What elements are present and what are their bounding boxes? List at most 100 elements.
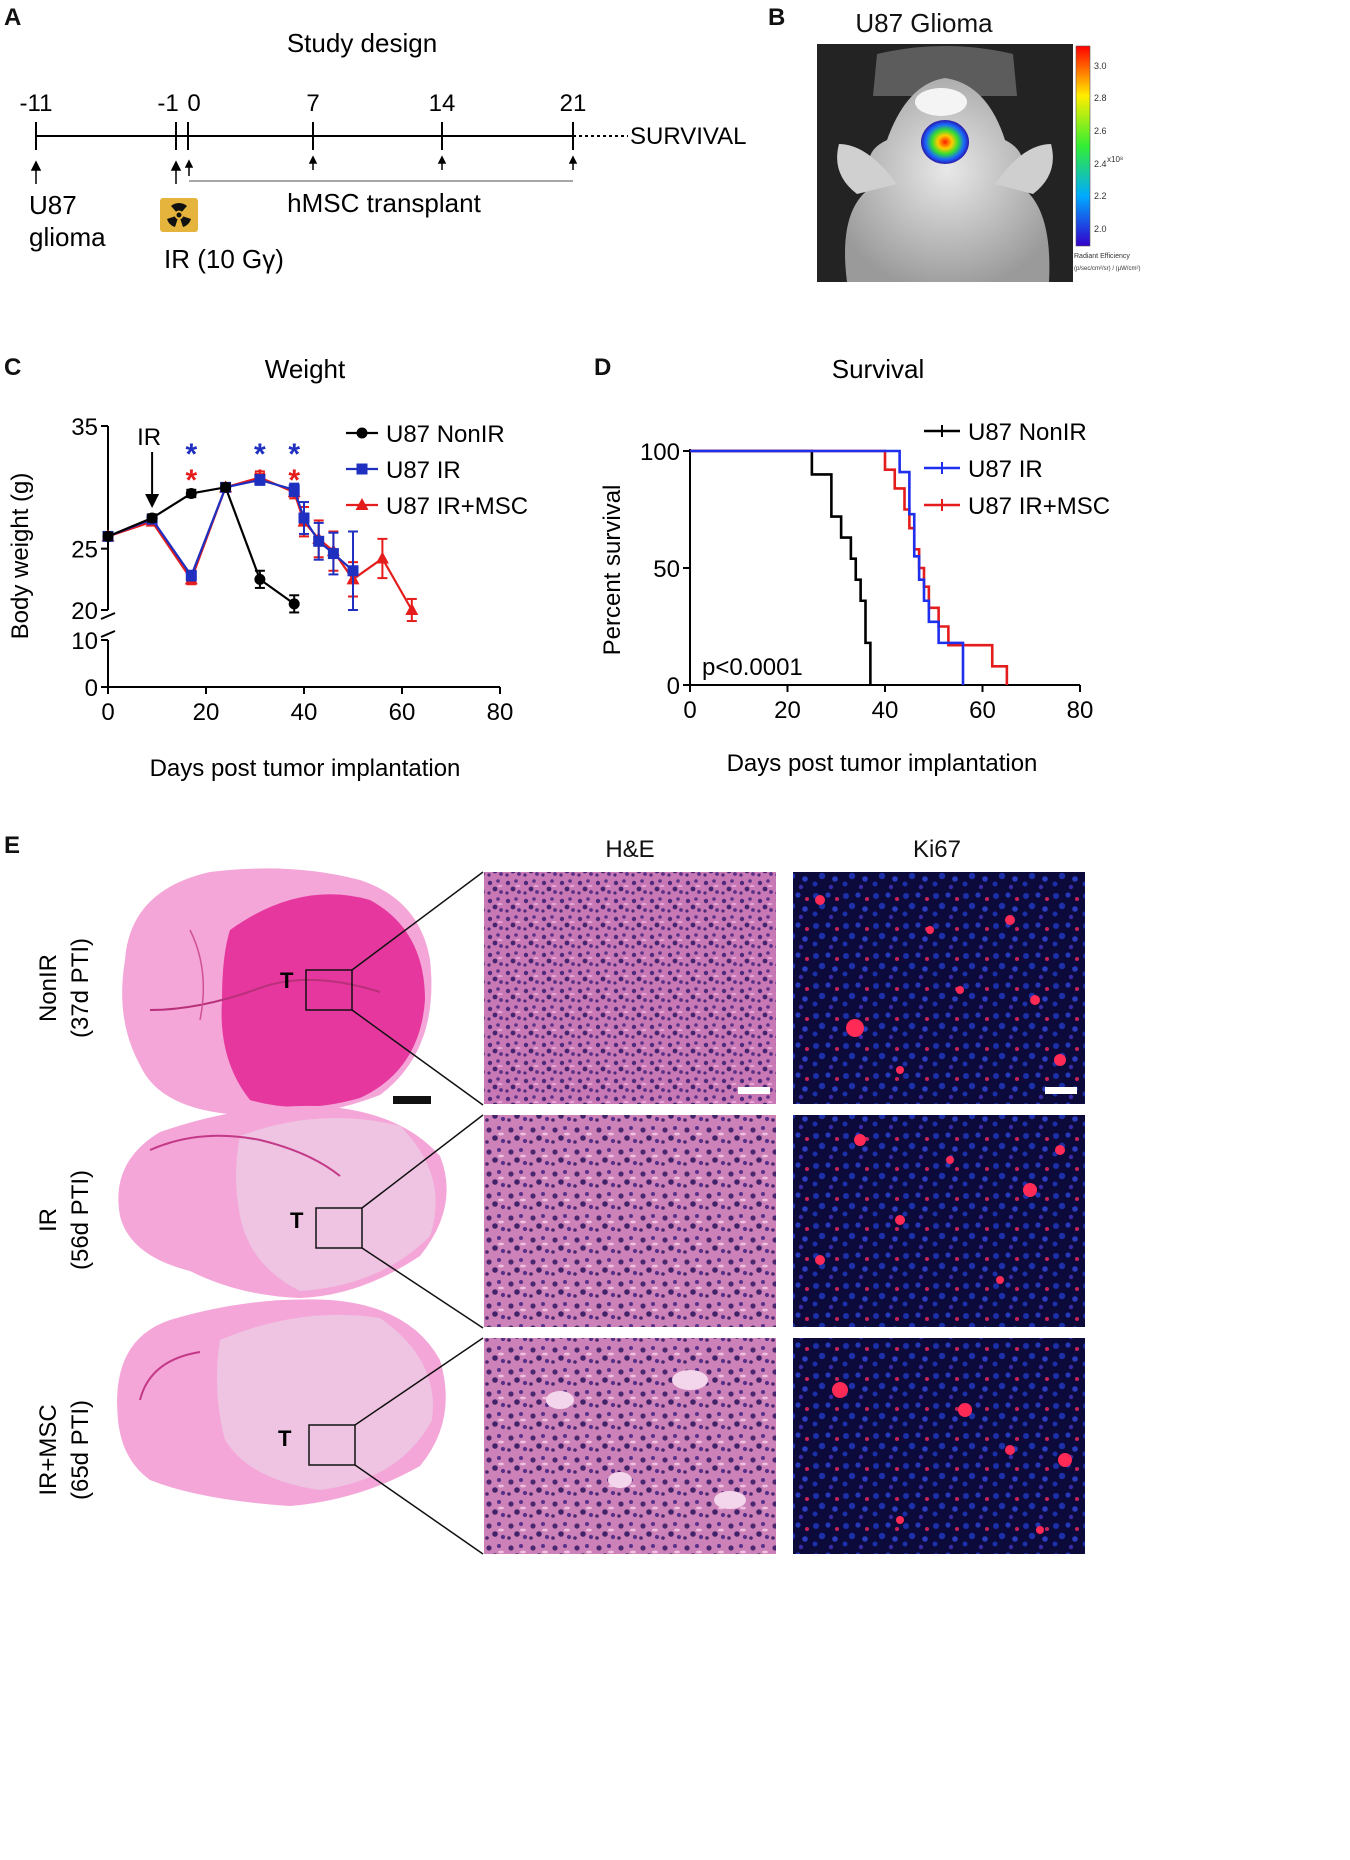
data-point [146, 512, 158, 524]
significance-star: * [254, 438, 266, 471]
legend-entry: U87 IR+MSC [968, 493, 1110, 520]
scale-bar [393, 1096, 431, 1104]
zoom-line [354, 1337, 484, 1426]
colorbar-label-line1: Radiant Efficiency [1074, 253, 1130, 260]
survival-label: SURVIVAL [630, 123, 747, 150]
weight-x-axis-label: Days post tumor implantation [150, 755, 461, 782]
zoom-box [315, 1207, 363, 1249]
weight-chart-title: Weight [265, 354, 346, 384]
colorbar-tick: 2.2 [1094, 191, 1107, 201]
brain-section-ir [118, 1105, 447, 1298]
x-tick-label: 0 [101, 699, 114, 726]
glioma-label-line1: U87 [29, 190, 77, 220]
scale-bar [1045, 1087, 1077, 1094]
x-tick-label: 40 [291, 699, 318, 726]
data-point [405, 603, 419, 615]
ki67-positive-nuclei [832, 1382, 1072, 1534]
study-design-title: Study design [287, 28, 437, 58]
row-label-line1: NonIR [35, 954, 62, 1022]
panel-letter-e: E [4, 832, 21, 859]
zoom-line [351, 871, 484, 971]
x-tick-label: 20 [193, 699, 220, 726]
p-value-annotation: p<0.0001 [702, 654, 803, 681]
imaging-title: U87 Glioma [855, 8, 993, 38]
x-tick-label: 60 [389, 699, 416, 726]
colorbar-label-line2: (p/sec/cm²/sr) / (µW/cm²) [1074, 266, 1140, 272]
y-tick-label: 100 [640, 439, 680, 466]
ki67-image-nonir [793, 872, 1085, 1104]
data-point [254, 474, 266, 486]
data-point [355, 498, 369, 510]
row-label-line2: (56d PTI) [67, 1170, 94, 1270]
axis-break-mark [100, 630, 116, 638]
y-tick-label: 0 [85, 675, 98, 702]
legend-entry: U87 NonIR [386, 421, 505, 448]
y-tick-label: 35 [71, 414, 98, 441]
data-point [288, 484, 300, 496]
tumor-label: T [290, 1208, 304, 1233]
colorbar-exponent: x10⁸ [1107, 155, 1123, 164]
he-image-ir [484, 1115, 776, 1327]
panel-letter-c: C [4, 354, 22, 381]
x-tick-label: 20 [774, 697, 801, 724]
day-label: -11 [20, 90, 53, 117]
zoom-box [305, 969, 353, 1011]
y-tick-label: 10 [71, 628, 98, 655]
row-label-line1: IR+MSC [35, 1404, 62, 1495]
he-image-ir-msc [484, 1338, 776, 1554]
ivis-mouse-image [817, 44, 1073, 282]
data-point [288, 598, 300, 610]
y-tick-label: 20 [71, 598, 98, 625]
significance-star: * [185, 464, 197, 497]
weight-y-axis-label: Body weight (g) [7, 473, 34, 640]
ir-arrow-head [145, 494, 160, 508]
data-point [327, 548, 339, 560]
radiation-hazard-icon [160, 198, 198, 232]
panel-letter-a: A [4, 4, 22, 31]
legend-entry: U87 IR+MSC [386, 493, 528, 520]
colorbar-tick: 2.4 [1094, 159, 1107, 169]
y-tick-label: 25 [71, 537, 98, 564]
colorbar-tick: 2.0 [1094, 224, 1107, 234]
brain-section-nonir [122, 868, 432, 1117]
day-label: 7 [306, 90, 319, 117]
ki67-image-ir [793, 1115, 1085, 1327]
data-point [356, 427, 368, 439]
data-point [375, 551, 389, 564]
data-point [185, 570, 197, 582]
ki67-positive-nuclei [815, 1134, 1065, 1284]
tumor-label: T [280, 968, 294, 993]
colorbar-tick: 2.8 [1094, 93, 1107, 103]
series-line [107, 486, 295, 605]
data-point [102, 530, 114, 542]
y-tick-label: 50 [653, 556, 680, 583]
survival-chart-title: Survival [832, 354, 924, 384]
data-point [298, 512, 310, 524]
day-label: 14 [429, 90, 456, 117]
ki67-column-header: Ki67 [912, 836, 962, 863]
day-label: 21 [560, 90, 587, 117]
x-tick-label: 80 [487, 699, 514, 726]
row-label-line2: (37d PTI) [67, 938, 94, 1038]
x-tick-label: 80 [1067, 697, 1094, 724]
survival-curve-u87-ir [690, 449, 965, 685]
data-point [254, 573, 266, 585]
brain-section-ir-msc [117, 1299, 446, 1506]
significance-star: * [288, 438, 300, 471]
survival-curve-u87-ir-msc [690, 449, 1009, 685]
x-tick-label: 40 [872, 697, 899, 724]
series-u87-nonir [102, 481, 300, 614]
zoom-line [354, 1464, 484, 1555]
ki67-image-ir-msc [793, 1338, 1085, 1554]
weight-chart: Weight Body weight (g) Days post tumor i… [7, 354, 528, 782]
glioma-label-line2: glioma [29, 222, 106, 252]
zoom-line [361, 1247, 484, 1329]
survival-x-axis-label: Days post tumor implantation [727, 750, 1038, 777]
legend-entry: U87 IR [968, 456, 1043, 483]
significance-star: * [185, 438, 197, 471]
data-point [356, 463, 368, 475]
axis-break-mark [100, 612, 116, 620]
tumor-label: T [278, 1426, 292, 1451]
histology-figure: T T T [117, 868, 1085, 1555]
histology-row-labels: NonIR (37d PTI) IR (56d PTI) IR+MSC (65d… [35, 938, 94, 1500]
